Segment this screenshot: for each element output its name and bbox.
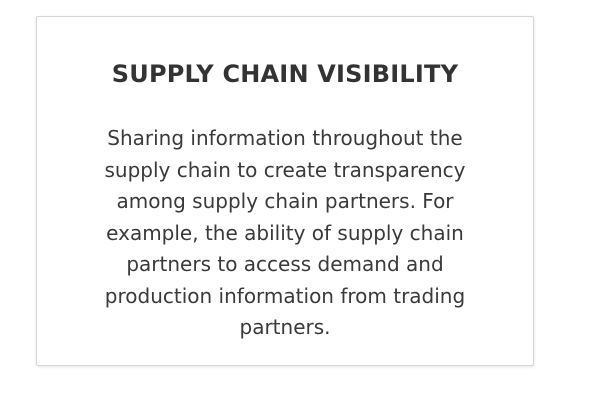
- card-description-line: partners.: [239, 315, 331, 339]
- card-description-line: partners to access demand and: [126, 252, 444, 276]
- card-description-line: production information from trading: [104, 283, 466, 308]
- card-description: Sharing information throughout the suppl…: [77, 123, 493, 344]
- definition-card: SUPPLY CHAIN VISIBILITY Sharing informat…: [36, 16, 534, 366]
- card-title: SUPPLY CHAIN VISIBILITY: [111, 60, 459, 88]
- card-description-line: supply chain to create transparency: [104, 157, 466, 182]
- card-description-line: Sharing information throughout the: [107, 126, 463, 150]
- card-description-line: example, the ability of supply chain: [106, 220, 464, 245]
- card-description-line: among supply chain partners. For: [116, 189, 454, 213]
